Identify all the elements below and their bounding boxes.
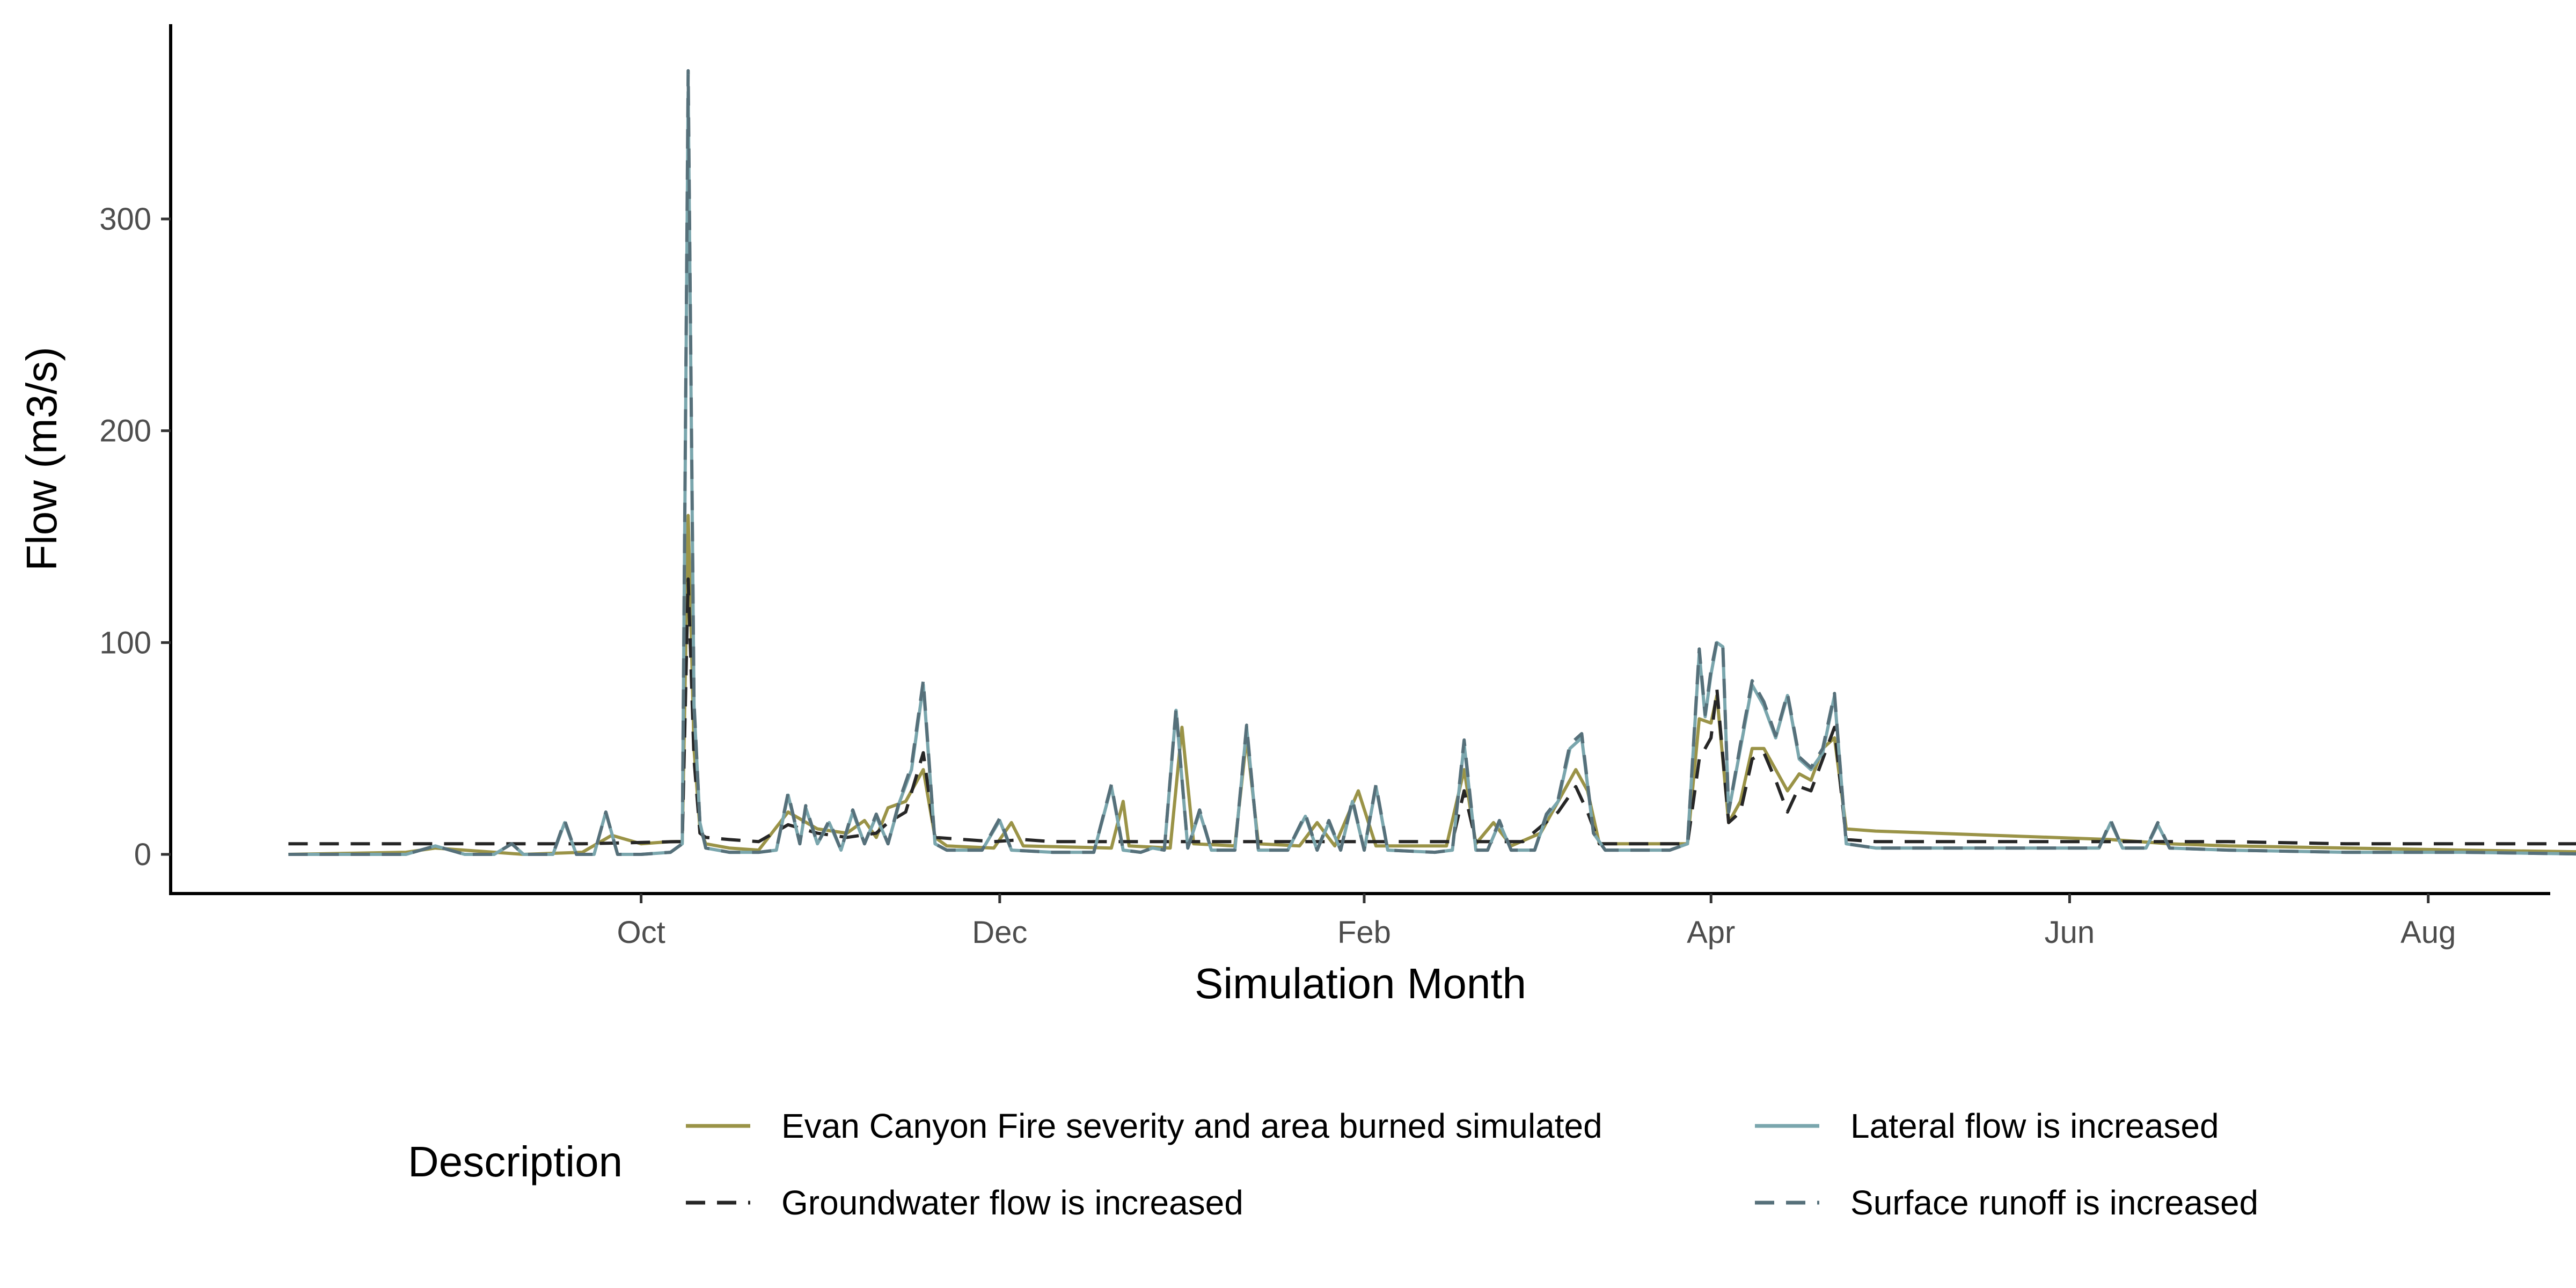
legend-label-2: Groundwater flow is increased (781, 1183, 1243, 1222)
x-tick-label: Apr (1687, 915, 1735, 950)
y-axis-ticks: 0 100 200 300 (99, 202, 171, 872)
legend-title: Description (408, 1138, 623, 1185)
y-axis-title: Flow (m3/s) (18, 347, 65, 571)
legend-label-4: Surface runoff is increased (1850, 1183, 2258, 1222)
legend-label-1: Evan Canyon Fire severity and area burne… (781, 1107, 1602, 1145)
series-lines (288, 69, 2576, 856)
x-axis-title: Simulation Month (1195, 960, 1526, 1007)
y-tick-label: 200 (99, 414, 151, 449)
series-line-4 (288, 69, 2576, 856)
x-tick-label: Jun (2045, 915, 2095, 950)
y-tick-label: 300 (99, 202, 151, 237)
x-tick-label: Oct (617, 915, 665, 950)
x-tick-label: Feb (1337, 915, 1391, 950)
series-line-1 (288, 514, 2576, 856)
y-tick-label: 100 (99, 625, 151, 660)
x-tick-label: Aug (2401, 915, 2456, 950)
x-tick-label: Dec (972, 915, 1027, 950)
series-line-2 (288, 577, 2576, 846)
y-tick-label: 0 (134, 837, 151, 872)
x-axis-ticks: Oct Dec Feb Apr Jun Aug (617, 894, 2456, 950)
series-line-3 (288, 90, 2576, 856)
legend-label-3: Lateral flow is increased (1850, 1107, 2219, 1145)
legend: Description Evan Canyon Fire severity an… (408, 1107, 2258, 1222)
